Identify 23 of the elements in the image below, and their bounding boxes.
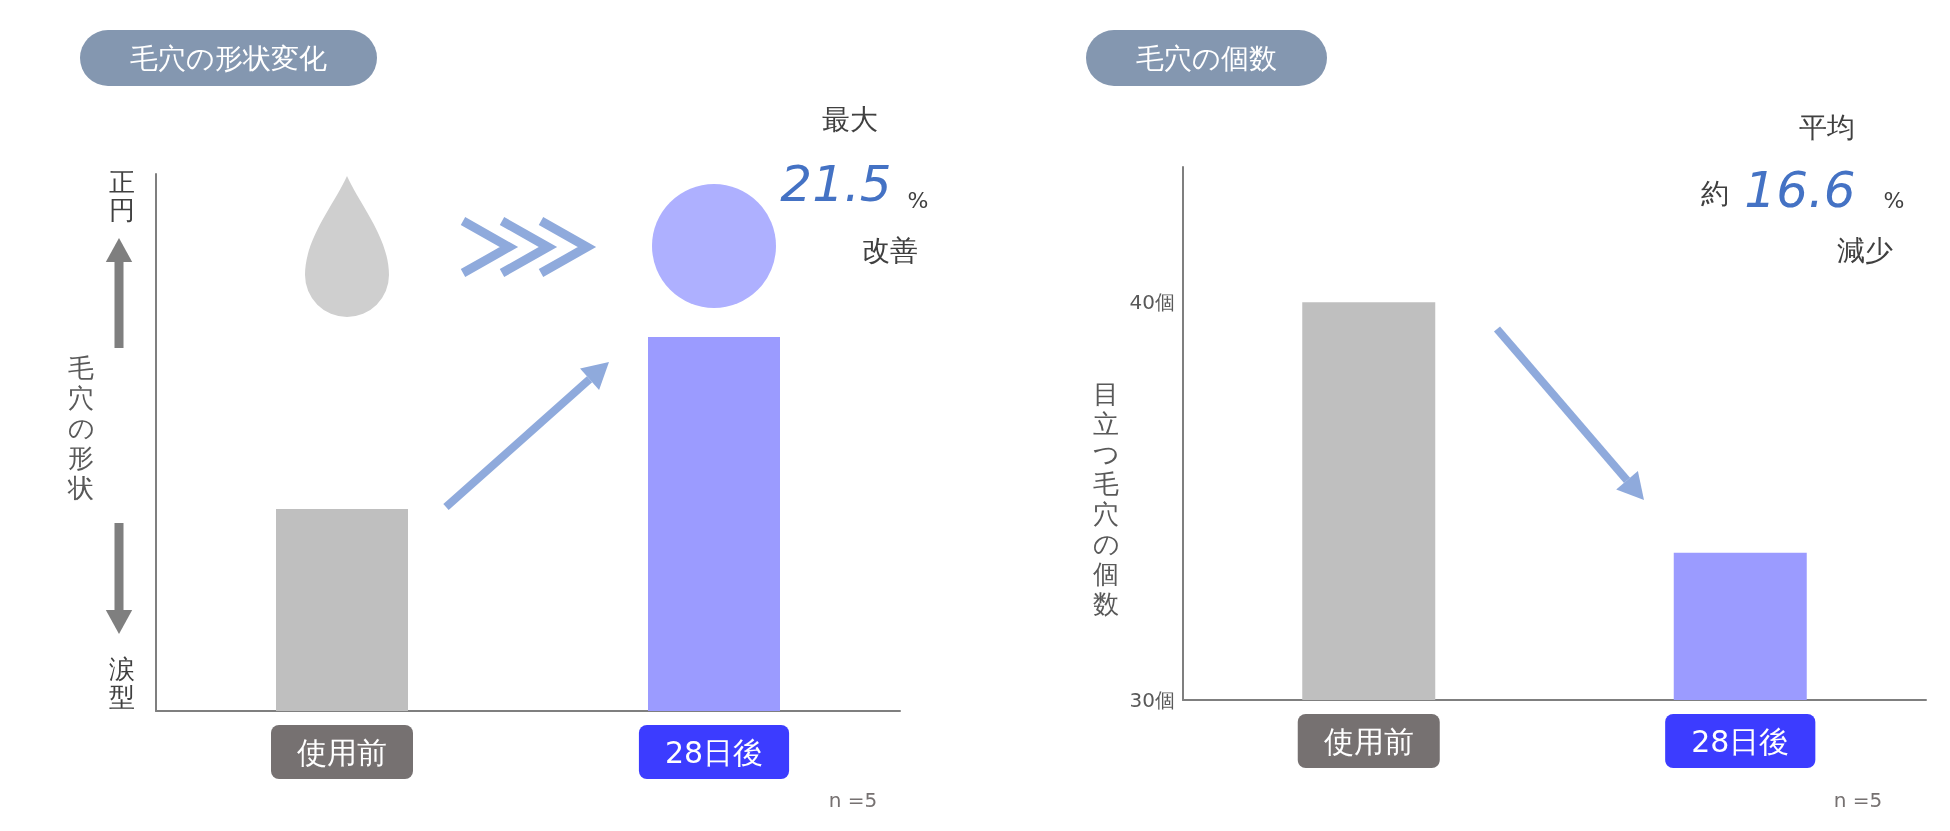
- annotation: %: [1883, 187, 1905, 213]
- y-tick-label: 40個: [1129, 290, 1175, 315]
- text: n =5: [828, 788, 878, 812]
- x-tick-label: 使用前: [1323, 723, 1414, 759]
- annotation: 減少: [1837, 233, 1893, 267]
- annotation: 16.6: [1744, 161, 1856, 219]
- x-tick-label: 使用前: [297, 734, 387, 770]
- y-tick-label: 30個: [1129, 688, 1175, 712]
- text: 最大: [822, 102, 878, 136]
- y-axis-title: 毛穴の形状: [67, 353, 95, 503]
- text: n =5: [1833, 788, 1883, 812]
- annotation: 約: [1701, 176, 1729, 210]
- text: 涙型: [109, 654, 135, 712]
- text: 平均: [1799, 110, 1855, 144]
- text: 正円: [109, 167, 135, 225]
- x-tick-label: 28日後: [664, 734, 764, 770]
- y-axis-title: 目立つ毛穴の個数: [1092, 379, 1120, 619]
- text: 21.5: [780, 155, 892, 213]
- x-tick-label: 28日後: [1691, 723, 1790, 759]
- chart-title: 毛穴の形状変化: [130, 41, 327, 75]
- chart-title: 毛穴の個数: [1136, 41, 1277, 75]
- text: 改善: [862, 233, 918, 267]
- text: %: [907, 187, 929, 213]
